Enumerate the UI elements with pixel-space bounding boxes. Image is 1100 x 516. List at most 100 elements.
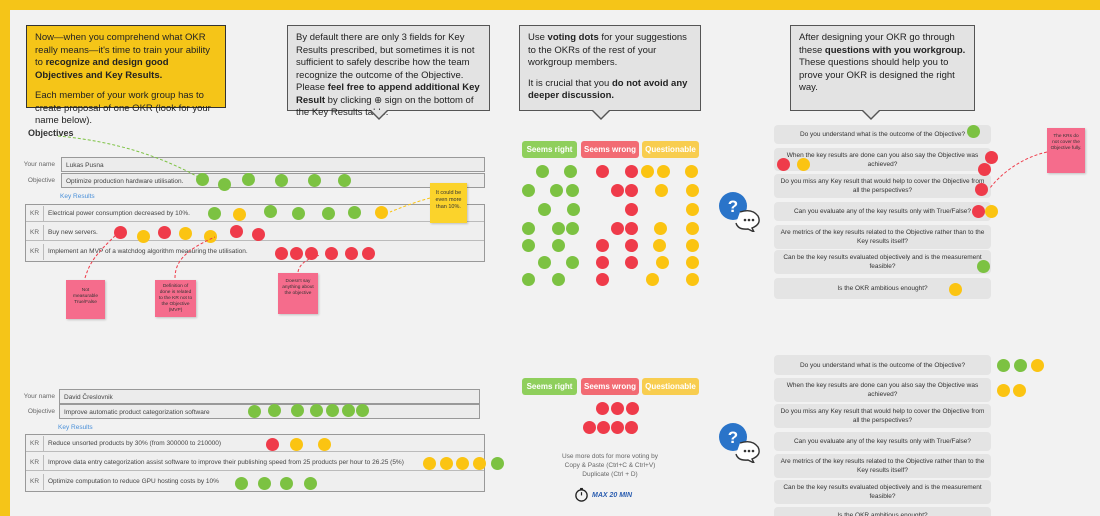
vote-dot[interactable] [686, 222, 699, 235]
question-item[interactable]: Are metrics of the key results related t… [774, 454, 991, 478]
vote-dot[interactable] [235, 477, 248, 490]
vote-dot[interactable] [985, 151, 998, 164]
vote-dot[interactable] [338, 174, 351, 187]
vote-dot[interactable] [567, 203, 580, 216]
vote-dot[interactable] [204, 230, 217, 243]
vote-dot[interactable] [625, 165, 638, 178]
kr-row[interactable]: KR Electrical power consumption decrease… [26, 206, 484, 222]
vote-dot[interactable] [625, 239, 638, 252]
question-item[interactable]: When the key results are done can you al… [774, 378, 991, 402]
vote-dot[interactable] [348, 206, 361, 219]
vote-dot[interactable] [423, 457, 436, 470]
vote-dot[interactable] [292, 207, 305, 220]
vote-dot[interactable] [641, 165, 654, 178]
vote-dot[interactable] [522, 239, 535, 252]
vote-dot[interactable] [522, 184, 535, 197]
vote-dot[interactable] [275, 174, 288, 187]
vote-dot[interactable] [686, 256, 699, 269]
vote-dot[interactable] [440, 457, 453, 470]
comment-sticky[interactable]: Definition of done is related to the KR … [155, 280, 196, 317]
comment-sticky[interactable]: Not measurable True/False [66, 280, 105, 319]
vote-dot[interactable] [1031, 359, 1044, 372]
vote-dot[interactable] [967, 125, 980, 138]
vote-dot[interactable] [258, 477, 271, 490]
comment-sticky[interactable]: It could be even more than 10%. [430, 183, 467, 223]
vote-dot[interactable] [626, 402, 639, 415]
vote-dot[interactable] [552, 239, 565, 252]
vote-dot[interactable] [625, 203, 638, 216]
vote-dot[interactable] [290, 438, 303, 451]
vote-dot[interactable] [280, 477, 293, 490]
vote-dot[interactable] [375, 206, 388, 219]
kr-row[interactable]: KR Implement an MVP of a watchdog algori… [26, 244, 484, 260]
vote-dot[interactable] [625, 184, 638, 197]
vote-dot[interactable] [473, 457, 486, 470]
vote-dot[interactable] [985, 205, 998, 218]
question-item[interactable]: Can you evaluate any of the key results … [774, 202, 991, 221]
okr1-objective-field[interactable]: Optimize production hardware utilisation… [61, 173, 485, 188]
vote-dot[interactable] [566, 222, 579, 235]
vote-dot[interactable] [611, 184, 624, 197]
vote-dot[interactable] [972, 205, 985, 218]
vote-dot[interactable] [566, 256, 579, 269]
vote-dot[interactable] [538, 203, 551, 216]
vote-dot[interactable] [538, 256, 551, 269]
vote-dot[interactable] [356, 404, 369, 417]
vote-dot[interactable] [304, 477, 317, 490]
question-item[interactable]: When the key results are done can you al… [774, 148, 991, 171]
vote-dot[interactable] [686, 239, 699, 252]
vote-dot[interactable] [653, 239, 666, 252]
vote-dot[interactable] [686, 273, 699, 286]
comment-sticky[interactable]: Doesn't say anything about the objective [278, 273, 318, 314]
vote-dot[interactable] [268, 404, 281, 417]
vote-dot[interactable] [345, 247, 358, 260]
okr2-name-field[interactable]: David Čreslovnik [59, 389, 480, 404]
vote-dot[interactable] [654, 222, 667, 235]
vote-dot[interactable] [625, 256, 638, 269]
vote-dot[interactable] [310, 404, 323, 417]
vote-dot[interactable] [583, 421, 596, 434]
vote-dot[interactable] [1014, 359, 1027, 372]
vote-dot[interactable] [686, 184, 699, 197]
vote-dot[interactable] [342, 404, 355, 417]
vote-dot[interactable] [657, 165, 670, 178]
vote-dot[interactable] [997, 384, 1010, 397]
question-item[interactable]: Is the OKR ambitious enought? [774, 507, 991, 516]
vote-dot[interactable] [656, 256, 669, 269]
vote-dot[interactable] [362, 247, 375, 260]
vote-dot[interactable] [536, 165, 549, 178]
vote-dot[interactable] [777, 158, 790, 171]
vote-dot[interactable] [322, 207, 335, 220]
vote-dot[interactable] [522, 273, 535, 286]
vote-dot[interactable] [326, 404, 339, 417]
vote-dot[interactable] [566, 184, 579, 197]
vote-dot[interactable] [218, 178, 231, 191]
vote-dot[interactable] [1013, 384, 1026, 397]
vote-dot[interactable] [266, 438, 279, 451]
kr-row[interactable]: KR Reduce unsorted products by 30% (from… [26, 436, 484, 452]
vote-dot[interactable] [655, 184, 668, 197]
vote-dot[interactable] [949, 283, 962, 296]
vote-dot[interactable] [230, 225, 243, 238]
vote-dot[interactable] [596, 165, 609, 178]
vote-dot[interactable] [611, 421, 624, 434]
vote-dot[interactable] [978, 163, 991, 176]
okr1-name-field[interactable]: Lukas Pusna [61, 157, 485, 172]
vote-dot[interactable] [196, 173, 209, 186]
vote-dot[interactable] [997, 359, 1010, 372]
vote-dot[interactable] [596, 402, 609, 415]
vote-dot[interactable] [522, 222, 535, 235]
vote-dot[interactable] [596, 239, 609, 252]
vote-dot[interactable] [625, 222, 638, 235]
vote-dot[interactable] [275, 247, 288, 260]
vote-dot[interactable] [977, 260, 990, 273]
vote-dot[interactable] [308, 174, 321, 187]
comment-sticky[interactable]: The KRs do not cover the Objective fully… [1047, 128, 1085, 173]
vote-dot[interactable] [646, 273, 659, 286]
vote-dot[interactable] [158, 226, 171, 239]
question-item[interactable]: Do you miss any Key result that would he… [774, 174, 991, 198]
vote-dot[interactable] [325, 247, 338, 260]
question-item[interactable]: Can you evaluate any of the key results … [774, 432, 991, 451]
question-item[interactable]: Are metrics of the key results related t… [774, 225, 991, 249]
